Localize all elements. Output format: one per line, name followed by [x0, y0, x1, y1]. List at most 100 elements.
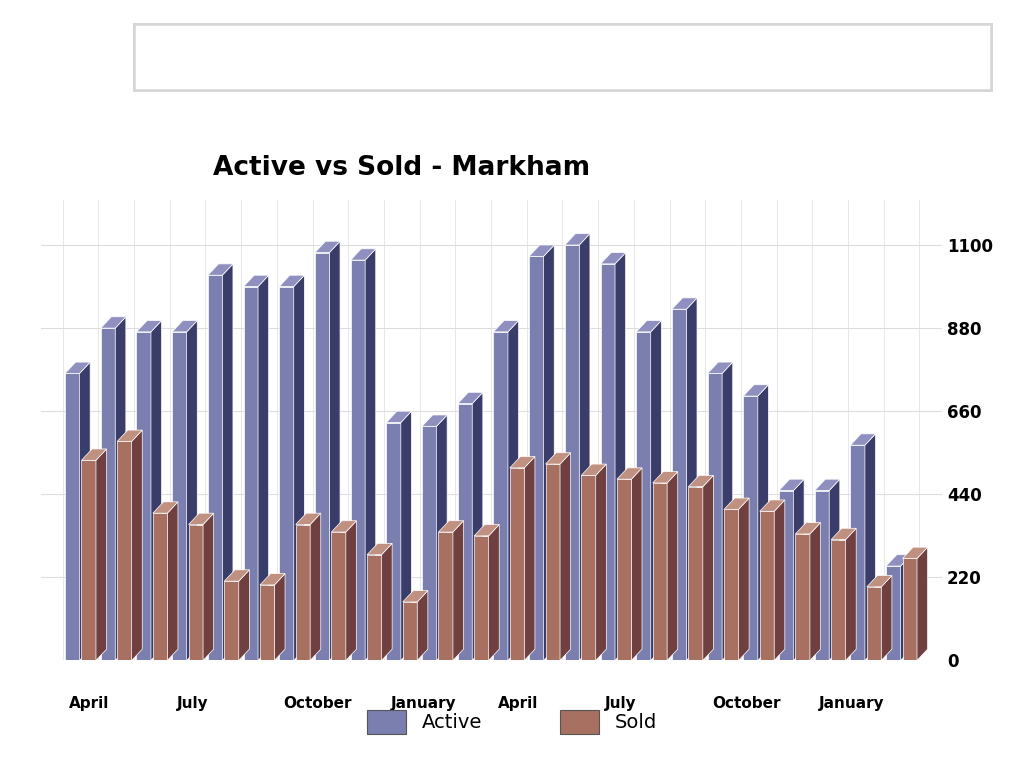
- Polygon shape: [417, 591, 428, 660]
- Polygon shape: [738, 498, 750, 660]
- Polygon shape: [188, 513, 214, 525]
- Polygon shape: [453, 521, 464, 660]
- Polygon shape: [831, 540, 846, 660]
- Polygon shape: [332, 532, 346, 660]
- Polygon shape: [330, 241, 340, 660]
- Text: January: January: [391, 697, 457, 711]
- Polygon shape: [296, 525, 310, 660]
- Polygon shape: [688, 487, 702, 660]
- Polygon shape: [96, 449, 106, 660]
- Polygon shape: [652, 472, 678, 483]
- Polygon shape: [274, 574, 285, 660]
- Polygon shape: [850, 445, 865, 660]
- Polygon shape: [474, 525, 500, 536]
- Polygon shape: [702, 475, 714, 660]
- Polygon shape: [346, 521, 356, 660]
- Polygon shape: [186, 320, 198, 660]
- Polygon shape: [708, 362, 733, 373]
- Polygon shape: [474, 536, 488, 660]
- Polygon shape: [867, 587, 882, 660]
- Polygon shape: [367, 544, 392, 554]
- Polygon shape: [436, 415, 447, 660]
- Polygon shape: [153, 502, 178, 513]
- Text: MARKET ANALYSIS: MARKET ANALYSIS: [346, 37, 780, 78]
- Polygon shape: [208, 264, 232, 275]
- Polygon shape: [172, 332, 186, 660]
- Polygon shape: [438, 521, 464, 532]
- Polygon shape: [886, 566, 900, 660]
- Polygon shape: [815, 491, 829, 660]
- Text: October: October: [712, 697, 780, 711]
- Polygon shape: [350, 249, 376, 260]
- Polygon shape: [280, 286, 294, 660]
- Polygon shape: [722, 362, 733, 660]
- Polygon shape: [315, 253, 330, 660]
- Polygon shape: [82, 460, 96, 660]
- Polygon shape: [667, 472, 678, 660]
- Polygon shape: [203, 513, 214, 660]
- Polygon shape: [636, 332, 650, 660]
- Polygon shape: [224, 581, 239, 660]
- Polygon shape: [831, 528, 856, 540]
- Text: April: April: [498, 697, 539, 711]
- Polygon shape: [600, 253, 626, 264]
- Polygon shape: [652, 483, 667, 660]
- Polygon shape: [151, 320, 162, 660]
- Text: July: July: [605, 697, 637, 711]
- Polygon shape: [117, 442, 132, 660]
- Text: October: October: [284, 697, 352, 711]
- Polygon shape: [494, 320, 518, 332]
- Polygon shape: [494, 332, 508, 660]
- Polygon shape: [508, 320, 518, 660]
- Polygon shape: [153, 513, 167, 660]
- Polygon shape: [66, 362, 90, 373]
- Polygon shape: [686, 298, 697, 660]
- Polygon shape: [616, 468, 642, 479]
- Polygon shape: [580, 233, 590, 660]
- Polygon shape: [136, 320, 162, 332]
- Polygon shape: [582, 475, 596, 660]
- Polygon shape: [900, 554, 911, 660]
- Polygon shape: [829, 479, 840, 660]
- Polygon shape: [280, 275, 304, 286]
- Polygon shape: [867, 575, 892, 587]
- Polygon shape: [636, 320, 662, 332]
- Legend: Active, Sold: Active, Sold: [359, 702, 665, 742]
- Text: Active vs Sold - Markham: Active vs Sold - Markham: [213, 155, 590, 181]
- Polygon shape: [294, 275, 304, 660]
- Polygon shape: [743, 396, 758, 660]
- Polygon shape: [402, 591, 428, 602]
- Polygon shape: [260, 574, 285, 585]
- Polygon shape: [244, 286, 258, 660]
- Polygon shape: [458, 404, 472, 660]
- Polygon shape: [366, 249, 376, 660]
- Text: April: April: [70, 697, 110, 711]
- Polygon shape: [458, 392, 483, 404]
- Polygon shape: [350, 260, 366, 660]
- Polygon shape: [100, 328, 116, 660]
- Polygon shape: [472, 392, 483, 660]
- Polygon shape: [565, 245, 580, 660]
- Polygon shape: [882, 575, 892, 660]
- Polygon shape: [438, 532, 453, 660]
- Polygon shape: [222, 264, 232, 660]
- Polygon shape: [510, 468, 524, 660]
- Polygon shape: [918, 547, 928, 660]
- Polygon shape: [794, 479, 804, 660]
- Polygon shape: [244, 275, 268, 286]
- Polygon shape: [688, 475, 714, 487]
- Polygon shape: [82, 449, 106, 460]
- Polygon shape: [850, 434, 876, 445]
- Polygon shape: [310, 513, 321, 660]
- Polygon shape: [258, 275, 268, 660]
- Polygon shape: [544, 245, 554, 660]
- Polygon shape: [529, 245, 554, 257]
- Polygon shape: [708, 373, 722, 660]
- Polygon shape: [66, 373, 80, 660]
- Polygon shape: [616, 479, 632, 660]
- Polygon shape: [560, 453, 570, 660]
- Polygon shape: [488, 525, 500, 660]
- Polygon shape: [546, 464, 560, 660]
- Polygon shape: [386, 411, 412, 422]
- Polygon shape: [172, 320, 198, 332]
